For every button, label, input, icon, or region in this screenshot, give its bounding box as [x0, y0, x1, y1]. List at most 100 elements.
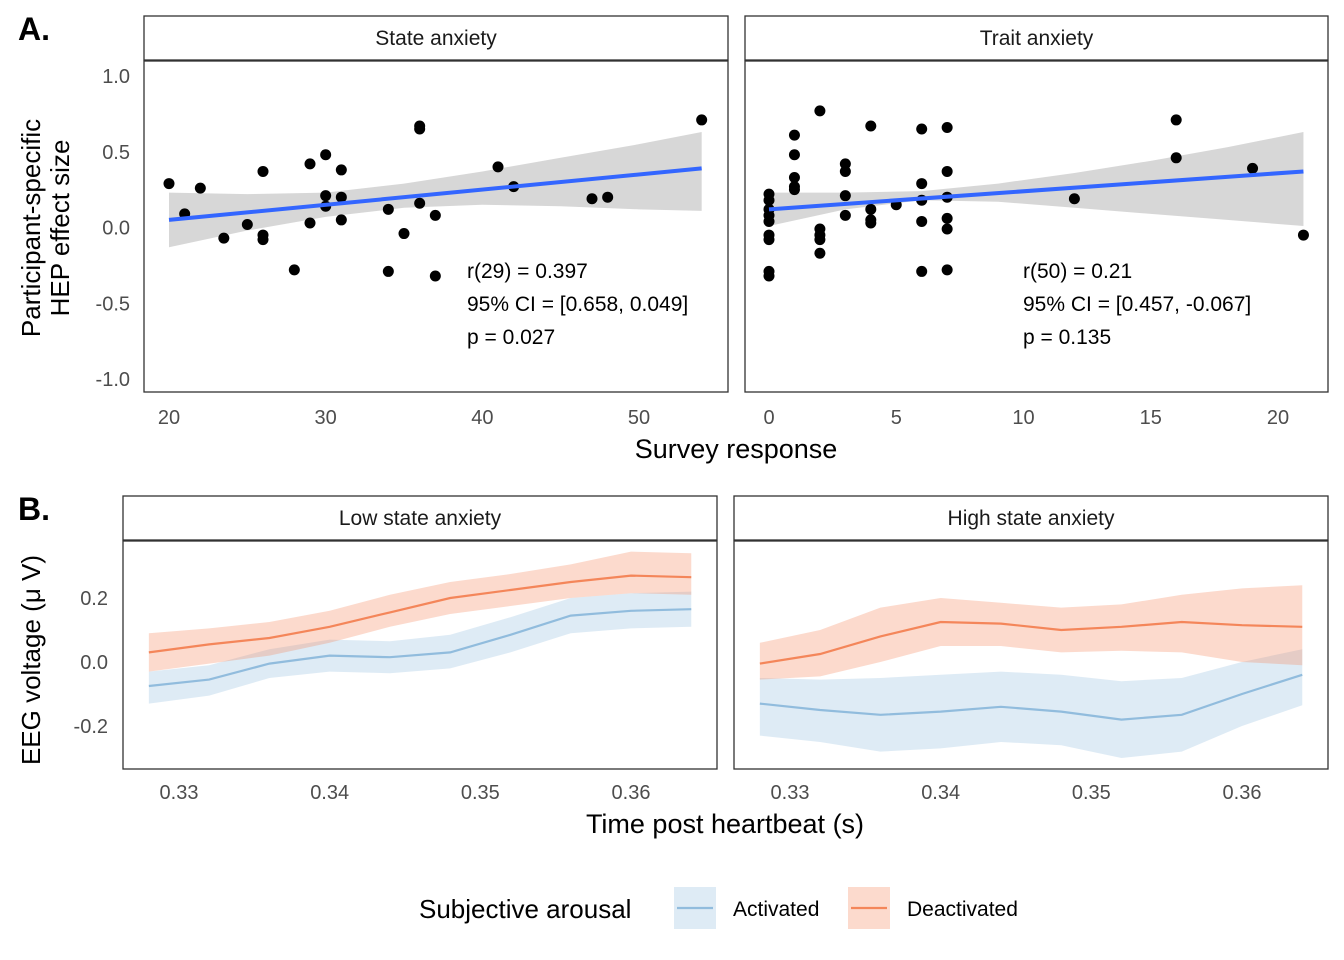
data-point: [382, 203, 394, 215]
y-tick-label: 0.2: [80, 588, 108, 610]
panel-frame: [733, 540, 1329, 770]
data-point: [865, 120, 877, 132]
data-point: [763, 215, 775, 227]
data-point: [335, 191, 347, 203]
y-axis-title: EEG voltage (μ V): [16, 555, 46, 765]
data-point: [163, 178, 175, 190]
facet-strip: [733, 495, 1329, 541]
data-point: [257, 234, 269, 246]
y-axis-title-line-2: HEP effect size: [45, 140, 75, 317]
facet-strip-label: Low state anxiety: [339, 507, 502, 530]
data-point: [839, 190, 851, 202]
facet-strip: [122, 495, 718, 541]
data-point: [398, 228, 410, 240]
x-tick-label: 20: [1267, 407, 1289, 429]
x-tick-label: 50: [628, 407, 650, 429]
stats-annotation-line: p = 0.135: [1023, 326, 1111, 349]
activated-line: [148, 608, 692, 688]
data-point: [941, 122, 953, 134]
data-point: [429, 209, 441, 221]
activated-ribbon: [759, 649, 1303, 758]
panel-a-scatter: Participant-specific HEP effect size 1.0 0.…: [16, 15, 1329, 464]
x-tick-label: 5: [891, 407, 902, 429]
data-point: [788, 149, 800, 161]
data-point: [335, 214, 347, 226]
data-point: [257, 165, 269, 177]
data-point: [839, 158, 851, 170]
x-tick-label: 0.35: [1072, 782, 1111, 804]
data-point: [788, 172, 800, 184]
data-point: [941, 223, 953, 235]
deactivated-ribbon: [148, 551, 692, 672]
legend-title: Subjective arousal: [419, 894, 631, 924]
data-point: [941, 264, 953, 276]
x-tick-label: 0: [763, 407, 774, 429]
x-tick-label: 0.36: [1223, 782, 1262, 804]
data-point: [839, 209, 851, 221]
data-point: [382, 265, 394, 277]
stats-annotation-line: r(29) = 0.397: [467, 260, 588, 283]
x-tick-label: 0.33: [771, 782, 810, 804]
data-point: [839, 165, 851, 177]
data-point: [1247, 162, 1259, 174]
confidence-ribbon: [169, 132, 702, 248]
x-tick-label: 30: [315, 407, 337, 429]
facet-strip: [143, 15, 729, 61]
panel-frame: [143, 60, 729, 393]
legend-label-deactivated: Deactivated: [907, 898, 1018, 921]
x-tick-label: 40: [471, 407, 493, 429]
stats-annotation-line: p = 0.027: [467, 326, 555, 349]
data-point: [814, 105, 826, 117]
legend: Subjective arousal Activated Deactivated: [419, 887, 1018, 929]
x-tick-label: 0.35: [461, 782, 500, 804]
deactivated-line: [148, 574, 692, 654]
y-axis-title-line-1: Participant-specific: [16, 119, 46, 337]
facet-strip: [744, 15, 1329, 61]
facet-strip-label: Trait anxiety: [980, 27, 1094, 50]
data-point: [602, 191, 614, 203]
legend-label-activated: Activated: [733, 898, 819, 921]
x-tick-label: 0.34: [310, 782, 349, 804]
data-point: [320, 149, 332, 161]
x-tick-label: 0.34: [921, 782, 960, 804]
data-point: [941, 212, 953, 224]
data-point: [916, 178, 928, 190]
facet-trait-anxiety: Trait anxiety r(50) = 0.21 95% CI = [0.457…: [744, 15, 1329, 429]
data-point: [916, 215, 928, 227]
data-point: [788, 129, 800, 141]
data-point: [288, 264, 300, 276]
data-point: [763, 270, 775, 282]
y-tick-label: -0.2: [74, 716, 108, 738]
deactivated-ribbon: [759, 585, 1303, 680]
data-point: [241, 218, 253, 230]
y-tick-label: 0.0: [102, 218, 130, 240]
regression-line: [168, 166, 702, 222]
y-tick-label: 1.0: [102, 66, 130, 88]
data-point: [865, 217, 877, 229]
data-point: [763, 234, 775, 246]
x-axis-title: Time post heartbeat (s): [586, 809, 864, 839]
deactivated-line: [759, 620, 1303, 665]
x-axis-title: Survey response: [635, 434, 838, 464]
stats-annotation-line: 95% CI = [0.658, 0.049]: [467, 293, 688, 316]
data-point: [788, 184, 800, 196]
data-point: [218, 232, 230, 244]
data-point: [865, 203, 877, 215]
data-point: [304, 217, 316, 229]
data-point: [1297, 229, 1309, 241]
data-point: [414, 123, 426, 135]
facet-high-state-anxiety: High state anxiety 0.33 0.34 0.35 0.36: [733, 495, 1329, 804]
x-tick-label: 0.36: [612, 782, 651, 804]
regression-line: [768, 169, 1304, 212]
data-point: [916, 123, 928, 135]
panel-frame: [122, 540, 718, 770]
data-point: [304, 158, 316, 170]
stats-annotation-line: r(50) = 0.21: [1023, 260, 1132, 283]
x-tick-label: 10: [1012, 407, 1034, 429]
data-point: [194, 182, 206, 194]
data-point: [1170, 152, 1182, 164]
facet-low-state-anxiety: Low state anxiety 0.33 0.34 0.35 0.36: [122, 495, 718, 804]
data-point: [1068, 193, 1080, 205]
data-point: [414, 197, 426, 209]
